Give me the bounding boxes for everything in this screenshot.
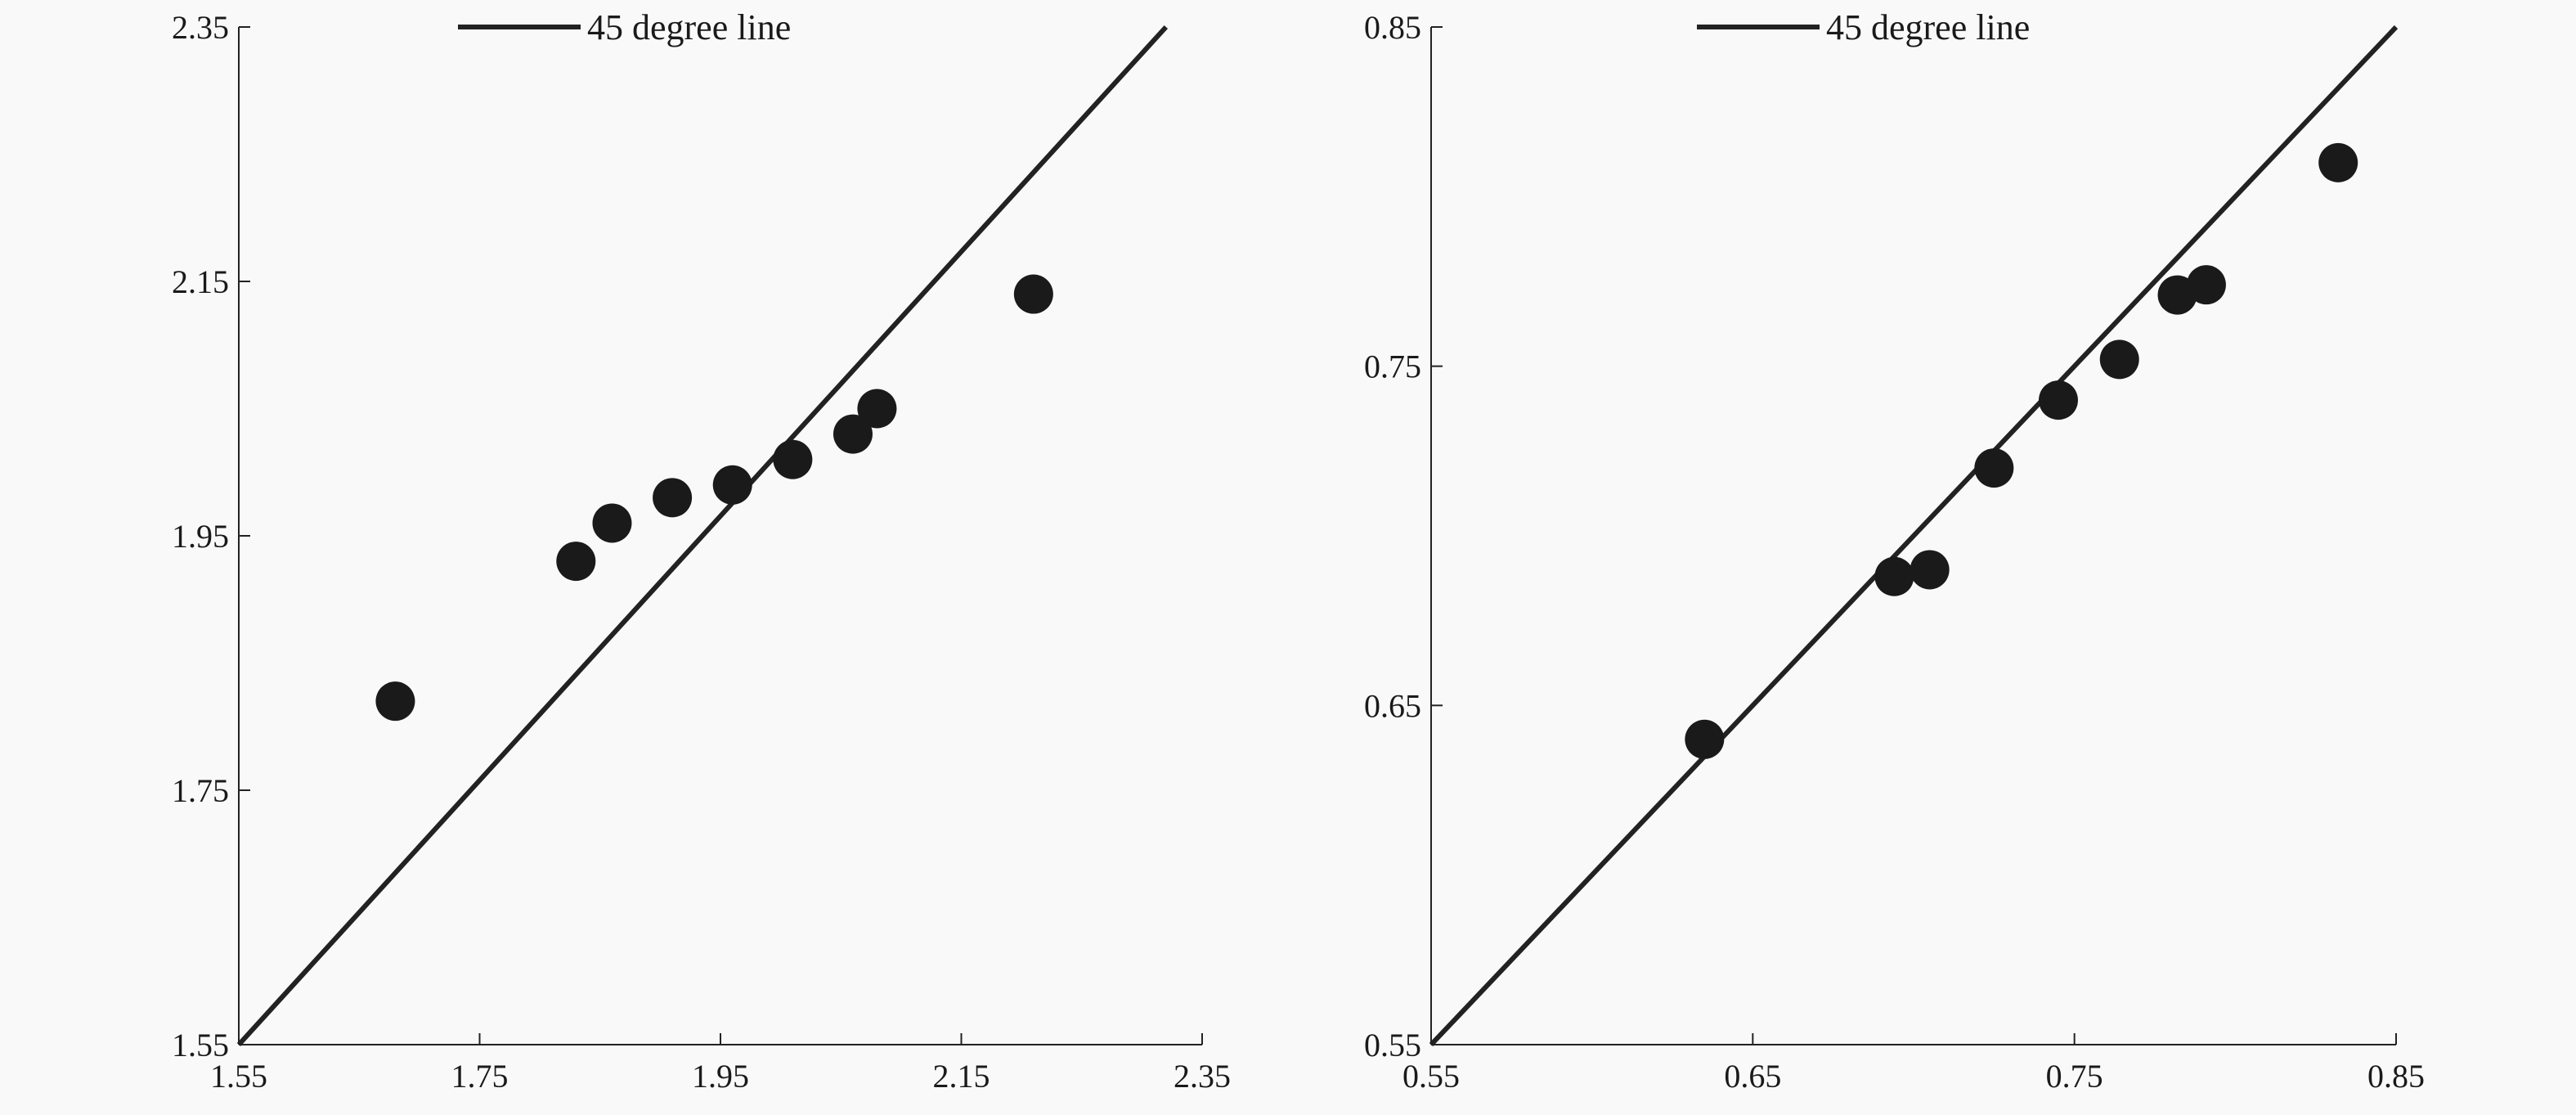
scatter-point [1910, 550, 1950, 590]
scatter-point [592, 503, 632, 543]
reference-line-45-degree [1429, 25, 2399, 1047]
y-tick-label: 0.85 [1364, 9, 1421, 46]
legend-label: 45 degree line [587, 7, 791, 47]
scatter-point [1974, 448, 2014, 488]
scatter-point [556, 542, 596, 582]
x-tick-label: 1.75 [451, 1058, 509, 1095]
y-tick-label: 1.75 [172, 772, 229, 809]
scatter-point [2039, 380, 2078, 420]
scatter-point [1013, 274, 1053, 314]
scatter-point [832, 414, 873, 454]
scatter-point [653, 478, 693, 518]
y-tick-label: 0.65 [1364, 687, 1421, 724]
x-tick-label: 0.85 [2367, 1058, 2425, 1095]
reference-line-45-degree [236, 25, 1169, 1047]
scatter-point [2318, 142, 2358, 182]
x-tick-label: 0.65 [1724, 1058, 1781, 1095]
scatter-point [773, 439, 813, 479]
scatter-point [1685, 719, 1725, 759]
x-tick-label: 2.15 [933, 1058, 990, 1095]
y-tick-label: 1.55 [172, 1027, 229, 1063]
x-tick-label: 1.95 [692, 1058, 749, 1095]
scatter-point [2186, 265, 2226, 305]
y-tick-label: 0.55 [1364, 1027, 1421, 1063]
left-scatter-panel: 1.55 1.75 1.95 2.15 2.35 1.55 1.75 1.95 2.15 2.35… [172, 7, 1231, 1095]
x-tick-label: 0.75 [2046, 1058, 2103, 1095]
scatter-point [2099, 339, 2139, 380]
scatter-point [857, 389, 897, 429]
scatter-point [712, 465, 752, 505]
y-tick-label: 1.95 [172, 518, 229, 555]
right-scatter-panel: 0.55 0.65 0.75 0.85 0.55 0.65 0.75 0.85 45 degre… [1364, 7, 2425, 1095]
x-tick-label: 1.55 [210, 1058, 267, 1095]
legend-label: 45 degree line [1826, 7, 2030, 47]
y-tick-label: 2.35 [172, 9, 229, 46]
y-tick-label: 0.75 [1364, 348, 1421, 385]
x-tick-label: 2.35 [1174, 1058, 1231, 1095]
scatter-point [1874, 556, 1914, 596]
x-tick-label: 0.55 [1402, 1058, 1460, 1095]
scatter-point [375, 681, 415, 722]
y-tick-label: 2.15 [172, 263, 229, 300]
